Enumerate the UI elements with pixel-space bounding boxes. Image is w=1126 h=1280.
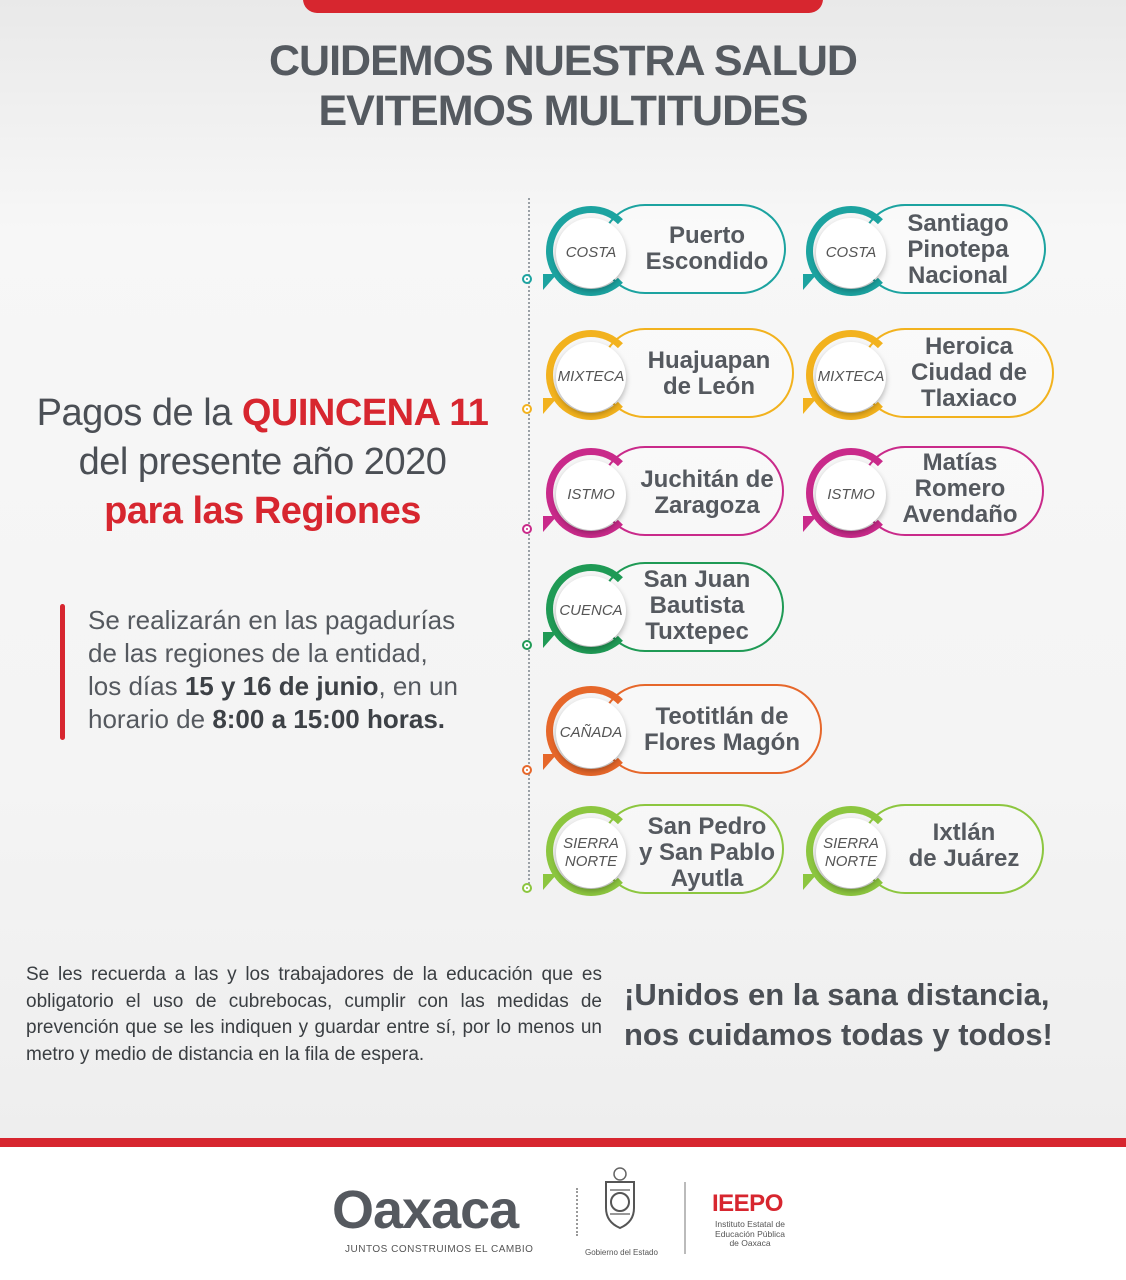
state-seal-icon (605, 1167, 635, 1230)
pagos-title-line-2: del presente año 2020 (78, 441, 447, 483)
region-badge-canada: CAÑADA (556, 698, 626, 768)
timeline-dot-mixteca (522, 404, 532, 414)
timeline-dot-costa (522, 274, 532, 284)
slogan: ¡Unidos en la sana distancia, nos cuidam… (624, 977, 1053, 1052)
timeline-dot-istmo (522, 524, 532, 534)
pagos-title-line-1: Pagos de la QUINCENA 11 (36, 392, 489, 434)
oaxaca-logo: Oaxaca (332, 1180, 519, 1240)
schedule-text: Se realizarán en las pagadurías de las r… (88, 605, 458, 734)
timeline-dot-canada (522, 765, 532, 775)
oaxaca-tagline: JUNTOS CONSTRUIMOS EL CAMBIO (345, 1244, 534, 1255)
notice-text: Se les recuerda a las y los trabajadores… (26, 964, 602, 1065)
city-tuxtepec: San Juan Bautista Tuxtepec (643, 566, 751, 645)
logo-separator (684, 1182, 686, 1254)
headline-line-2: EVITEMOS MULTITUDES (318, 87, 808, 135)
footer-red-line (0, 1138, 1126, 1147)
city-matias-romero: Matías Romero Avendaño (902, 449, 1018, 528)
region-badge-mixteca: MIXTECA (556, 342, 626, 412)
city-puerto-escondido: Puerto Escondido (645, 222, 769, 275)
ieepo-logo: IEEPO (712, 1190, 783, 1217)
region-badge-cuenca: CUENCA (556, 576, 626, 646)
city-pinotepa: Santiago Pinotepa Nacional (907, 210, 1009, 289)
region-badge-istmo: ISTMO (556, 460, 626, 530)
city-ixtlan: Ixtlán de Juárez (908, 819, 1020, 872)
city-huajuapan: Huajuapan de León (647, 347, 771, 400)
city-juchitan: Juchitán de Zaragoza (640, 466, 774, 519)
footer (0, 1147, 1126, 1280)
logo-divider (576, 1188, 578, 1236)
headline-line-1: CUIDEMOS NUESTRA SALUD (269, 37, 858, 85)
accent-bar (60, 604, 65, 740)
region-badge-sierra-norte: SIERRA NORTE (556, 818, 626, 888)
region-badge-istmo: ISTMO (816, 460, 886, 530)
city-ayutla: San Pedro y San Pablo Ayutla (638, 813, 776, 892)
timeline-dot-sierra (522, 883, 532, 893)
ieepo-full-name: Instituto Estatal de Educación Pública d… (715, 1219, 785, 1248)
region-badge-mixteca: MIXTECA (816, 342, 886, 412)
city-tlaxiaco: Heroica Ciudad de Tlaxiaco (910, 333, 1027, 412)
timeline-dot-cuenca (522, 640, 532, 650)
region-badge-costa: COSTA (556, 218, 626, 288)
pagos-title-line-3: para las Regiones (104, 490, 421, 532)
city-teotitlan: Teotitlán de Flores Magón (643, 703, 800, 756)
region-badge-sierra-norte: SIERRA NORTE (816, 818, 886, 888)
gobierno-label: Gobierno del Estado (585, 1248, 658, 1257)
region-badge-costa: COSTA (816, 218, 886, 288)
timeline-line (528, 198, 530, 888)
top-red-tab (303, 0, 823, 13)
